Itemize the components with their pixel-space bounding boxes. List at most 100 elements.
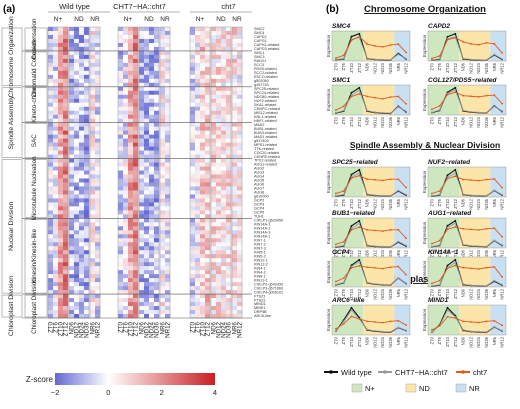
- heatmap-cell: [221, 122, 227, 127]
- heatmap-cell: [58, 250, 64, 255]
- heatmap-cell: [69, 314, 75, 319]
- heatmap-cell: [154, 86, 160, 91]
- heatmap-cell: [221, 106, 227, 111]
- heatmap-cell: [118, 258, 124, 263]
- heatmap-cell: [74, 210, 80, 215]
- heatmap-cell: [211, 74, 217, 80]
- heatmap-cell: [160, 146, 166, 151]
- heatmap-cell: [48, 30, 54, 36]
- heatmap-cell: [48, 130, 54, 135]
- heatmap-cell: [200, 130, 206, 135]
- heatmap-cell: [63, 282, 69, 287]
- heatmap-cell: [144, 154, 150, 159]
- heatmap-cell: [128, 170, 134, 175]
- heatmap-cell: [133, 38, 139, 44]
- legend-area-swatch: [455, 383, 467, 393]
- heatmap-cell: [165, 86, 171, 91]
- heatmap-cell: [74, 302, 80, 307]
- heatmap-cell: [48, 298, 54, 303]
- plot-title: AUG1−related: [427, 210, 472, 217]
- heatmap-cell: [84, 110, 90, 115]
- heatmap-cell: [144, 94, 150, 99]
- data-point: [366, 109, 368, 112]
- data-point: [454, 226, 457, 228]
- x-tick-label: ND36: [226, 321, 233, 337]
- heatmap-cell: [53, 158, 59, 163]
- heatmap-cell: [232, 190, 238, 195]
- heatmap-cell: [232, 282, 238, 287]
- heatmap-cell: [205, 182, 211, 187]
- heatmap-cell: [128, 274, 134, 279]
- x-tick-label: ND6: [461, 198, 466, 207]
- heatmap-cell: [128, 82, 134, 87]
- heatmap-cell: [211, 162, 217, 167]
- data-point: [335, 245, 337, 248]
- heatmap-cell: [216, 98, 222, 103]
- data-point: [350, 228, 353, 231]
- heatmap-cell: [149, 94, 155, 99]
- heatmap-cell: [216, 62, 222, 68]
- heatmap-cell: [195, 278, 201, 283]
- x-tick-label: ZT10: [349, 62, 354, 72]
- data-point: [477, 43, 480, 46]
- heatmap-cell: [190, 234, 196, 239]
- gene-label: BUB3-related: [254, 131, 277, 135]
- gene-label: AUG6: [254, 183, 264, 187]
- heatmap-cell: [221, 190, 227, 195]
- heatmap-cell: [216, 142, 222, 147]
- heatmap-cell: [63, 110, 69, 115]
- heatmap-cell: [79, 27, 85, 32]
- plot-frame: [427, 217, 507, 249]
- scale-tick-label: −2: [51, 388, 60, 397]
- heatmap-cell: [118, 114, 124, 119]
- heatmap-cell: [190, 146, 196, 151]
- data-point: [405, 51, 407, 54]
- heatmap-cell: [226, 50, 232, 56]
- data-point: [350, 177, 353, 179]
- heatmap-cell: [237, 190, 243, 195]
- heatmap-cell: [63, 114, 69, 119]
- heatmap-cell: [237, 70, 243, 76]
- heatmap-cell: [149, 182, 155, 187]
- heatmap-cell: [144, 182, 150, 187]
- heatmap-cell: [237, 118, 243, 123]
- heatmap-cell: [149, 302, 155, 307]
- heatmap-cell: [133, 310, 139, 315]
- heatmap-cell: [144, 170, 150, 175]
- heatmap-cell: [232, 310, 238, 315]
- heatmap-cell: [160, 50, 166, 56]
- heatmap-cell: [128, 270, 134, 275]
- heatmap-cell: [216, 290, 222, 295]
- heatmap-cell: [144, 242, 150, 247]
- heatmap-cell: [58, 58, 64, 64]
- heatmap-cell: [226, 254, 232, 259]
- heatmap-cell: [144, 290, 150, 295]
- x-tick-label: ZT10: [445, 288, 450, 298]
- heatmap-cell: [48, 170, 54, 175]
- gene-label: MIS12-related: [254, 111, 278, 115]
- heatmap-cell: [221, 254, 227, 259]
- heatmap-cell: [95, 278, 101, 283]
- data-point: [470, 194, 472, 197]
- heatmap-cell: [95, 310, 101, 315]
- heatmap-cell: [63, 42, 69, 48]
- heatmap-cell: [149, 58, 155, 64]
- heatmap-cell: [84, 106, 90, 111]
- heatmap-cell: [74, 66, 80, 72]
- heatmap-cell: [69, 262, 75, 267]
- gene-label: KIN7-2: [254, 242, 266, 246]
- heatmap-cell: [118, 126, 124, 131]
- heatmap-cell: [165, 214, 171, 219]
- data-point: [454, 32, 457, 35]
- heatmap-cell: [84, 170, 90, 175]
- heatmap-cell: [53, 266, 59, 271]
- heatmap-cell: [160, 310, 166, 315]
- heatmap-cell: [200, 246, 206, 251]
- heatmap-cell: [160, 58, 166, 64]
- heatmap-cell: [144, 230, 150, 235]
- heatmap-cell: [195, 230, 201, 235]
- heatmap-cell: [139, 278, 145, 283]
- heatmap-cell: [216, 250, 222, 255]
- x-tick-label: ZT12: [357, 116, 362, 126]
- heatmap-cell: [95, 90, 101, 95]
